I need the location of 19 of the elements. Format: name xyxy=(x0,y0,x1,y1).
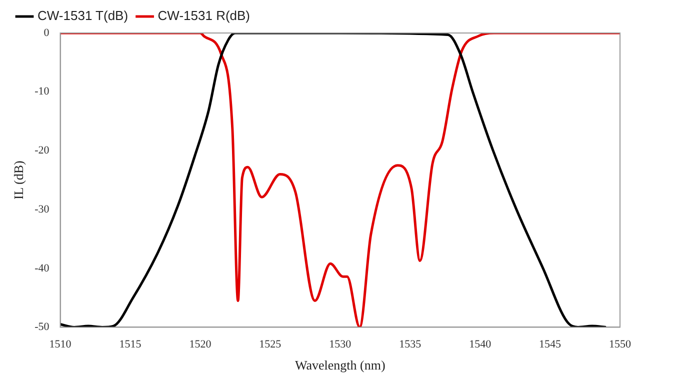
y-tick-label: -20 xyxy=(34,144,50,157)
x-tick-label: 1540 xyxy=(469,338,492,351)
y-tick-label: -50 xyxy=(34,321,50,334)
y-tick-label: -40 xyxy=(34,262,50,274)
x-tick-label: 1545 xyxy=(539,338,562,351)
legend-label: CW-1531 R(dB) xyxy=(158,8,250,24)
x-tick-label: 1550 xyxy=(609,338,632,351)
x-axis-title: Wavelength (nm) xyxy=(294,358,386,373)
x-tick-label: 1520 xyxy=(189,338,212,351)
y-tick-label: -30 xyxy=(34,203,50,216)
x-tick-label: 1530 xyxy=(329,338,352,351)
x-tick-label: 1525 xyxy=(259,338,282,351)
legend-label: CW-1531 T(dB) xyxy=(38,8,128,24)
y-axis-title: IL (dB) xyxy=(11,160,26,200)
y-tick-label: 0 xyxy=(44,26,50,39)
x-tick-label: 1510 xyxy=(49,338,72,351)
x-tick-label: 1535 xyxy=(399,338,422,351)
y-tick-label: -10 xyxy=(34,86,50,98)
x-tick-label: 1515 xyxy=(119,338,142,351)
